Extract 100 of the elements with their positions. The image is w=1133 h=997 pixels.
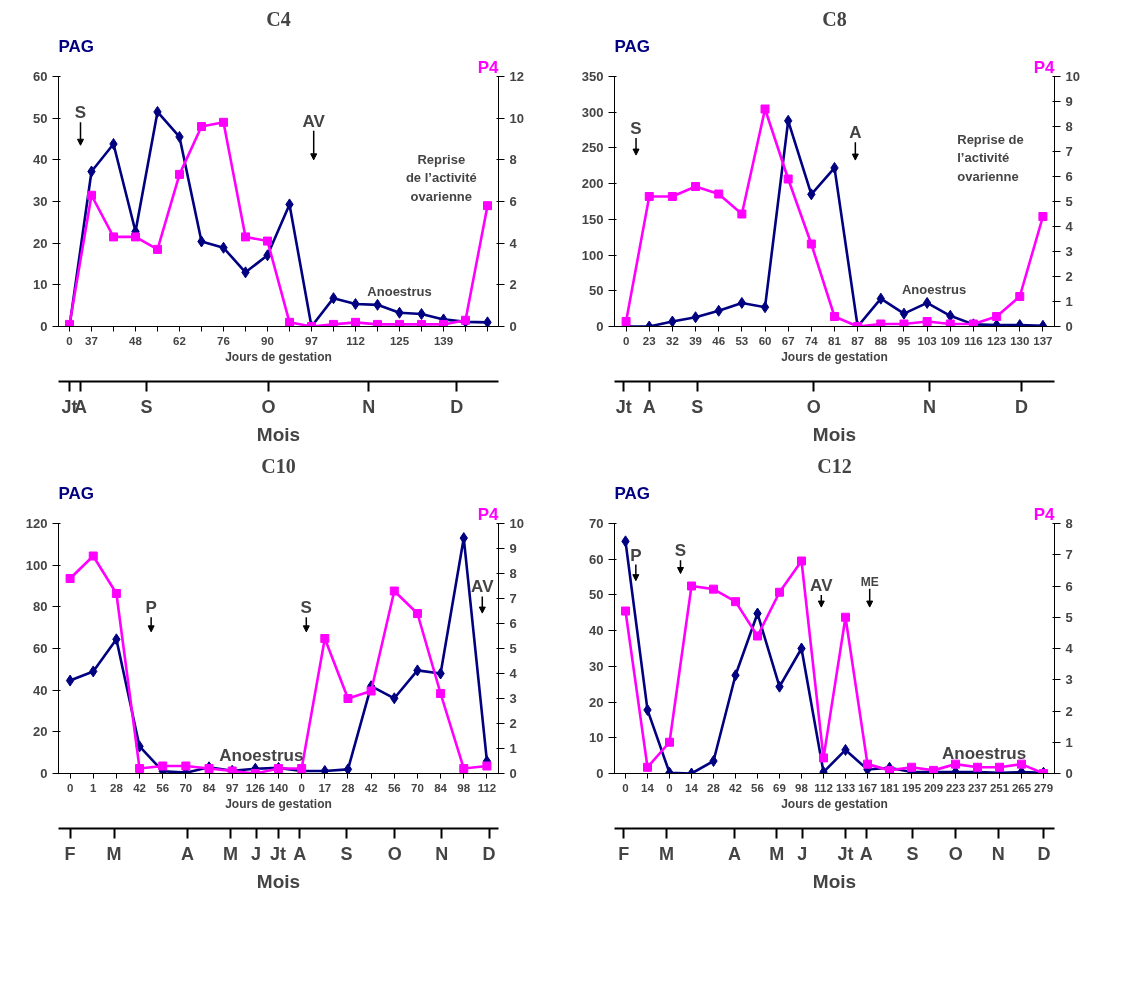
- point: [621, 606, 630, 616]
- point: [691, 182, 701, 191]
- point: [760, 104, 770, 114]
- point: [797, 556, 806, 566]
- annotation: Reprise de l’activité ovarienne: [957, 131, 1024, 184]
- point: [992, 312, 1002, 321]
- point: [760, 301, 770, 314]
- x-tick-label: 103: [917, 334, 937, 347]
- y-tick-label: 50: [589, 587, 604, 603]
- text: D: [1014, 396, 1028, 417]
- point: [65, 574, 75, 583]
- y-tick-label: 0: [596, 319, 604, 334]
- annotation: Anoestrus: [219, 746, 304, 766]
- y-tick-label: 40: [33, 682, 48, 698]
- point: [783, 174, 793, 184]
- text: S: [691, 396, 704, 417]
- text: Mois: [812, 423, 857, 445]
- text: O: [261, 396, 276, 417]
- point: [899, 319, 909, 327]
- x-tick-label: 28: [707, 781, 721, 794]
- y2-tick-label: 1: [509, 741, 517, 756]
- x-tick-label: 98: [795, 781, 809, 794]
- text: Mois: [256, 870, 301, 892]
- point: [775, 587, 784, 597]
- point: [389, 586, 399, 596]
- x-axis-title: Jours de gestation: [781, 796, 888, 811]
- annotation: Anoestrus: [942, 744, 1027, 763]
- annotation: ME: [860, 574, 879, 589]
- x-tick-label: 14: [641, 781, 655, 794]
- point: [737, 209, 747, 219]
- x-tick-label: 48: [129, 334, 143, 347]
- x-tick-label: 112: [814, 781, 833, 794]
- x-tick-label: 133: [835, 781, 856, 794]
- x-tick-label: 125: [389, 334, 410, 347]
- x-tick-label: 42: [133, 781, 146, 794]
- x-tick-label: 97: [225, 781, 239, 794]
- point: [482, 761, 492, 771]
- point: [1015, 292, 1025, 301]
- y-tick-label: 80: [33, 599, 48, 615]
- text: A: [180, 843, 194, 864]
- text: N: [362, 396, 376, 417]
- annotation: A: [849, 123, 862, 143]
- y2-tick-label: 0: [1065, 319, 1073, 334]
- y2-tick-label: 3: [509, 691, 517, 706]
- text: N: [435, 843, 449, 864]
- point: [263, 236, 272, 246]
- point: [737, 296, 747, 309]
- x-tick-label: 0: [66, 781, 74, 794]
- y2-tick-label: 4: [509, 666, 518, 681]
- x-tick-label: 1: [90, 781, 98, 794]
- point: [1038, 212, 1048, 221]
- y2-axis-title: P4: [1033, 504, 1056, 524]
- x-tick-label: 37: [85, 334, 98, 347]
- point: [863, 759, 872, 769]
- y2-tick-label: 5: [509, 641, 517, 656]
- point: [644, 192, 654, 201]
- y2-tick-label: 0: [1065, 766, 1073, 781]
- point: [973, 762, 982, 772]
- x-axis-title: Jours de gestation: [225, 796, 332, 811]
- x-tick-label: 126: [245, 781, 265, 794]
- point: [111, 589, 121, 598]
- point: [483, 201, 492, 211]
- text: N: [991, 843, 1005, 864]
- y2-tick-label: 0: [509, 319, 517, 334]
- y2-tick-label: 2: [1065, 269, 1073, 284]
- x-tick-label: 88: [874, 334, 888, 347]
- x-tick-label: 237: [967, 781, 988, 794]
- annotation: Anoestrus: [901, 281, 967, 297]
- point: [417, 319, 426, 327]
- x-tick-label: 209: [923, 781, 944, 794]
- text: N: [922, 396, 936, 417]
- y-tick-label: 300: [581, 104, 604, 120]
- point: [665, 737, 674, 747]
- annotation: AV: [810, 575, 834, 595]
- text: F: [618, 843, 630, 864]
- x-tick-label: 70: [179, 781, 193, 794]
- x-tick-label: 32: [666, 334, 679, 347]
- text: A: [642, 396, 656, 417]
- text: A: [293, 843, 307, 864]
- text: O: [806, 396, 821, 417]
- x-tick-label: 60: [758, 334, 772, 347]
- y2-tick-label: 8: [509, 152, 517, 168]
- x-tick-label: 42: [729, 781, 742, 794]
- x-tick-label: 84: [202, 781, 217, 794]
- y2-tick-label: 3: [1065, 672, 1073, 688]
- x-tick-label: 14: [685, 781, 699, 794]
- point: [320, 765, 329, 774]
- annotation: P: [630, 545, 642, 565]
- point: [373, 319, 382, 327]
- x-axis-title: Jours de gestation: [225, 349, 332, 364]
- x-tick-label: 87: [851, 334, 865, 347]
- x-tick-label: 56: [751, 781, 764, 794]
- point: [131, 232, 140, 242]
- chart-title: C4: [266, 7, 291, 30]
- y2-tick-label: 2: [1065, 703, 1073, 719]
- point: [351, 317, 360, 327]
- point: [668, 315, 677, 327]
- point: [709, 755, 718, 767]
- point: [951, 759, 960, 769]
- y-tick-label: 150: [581, 211, 604, 227]
